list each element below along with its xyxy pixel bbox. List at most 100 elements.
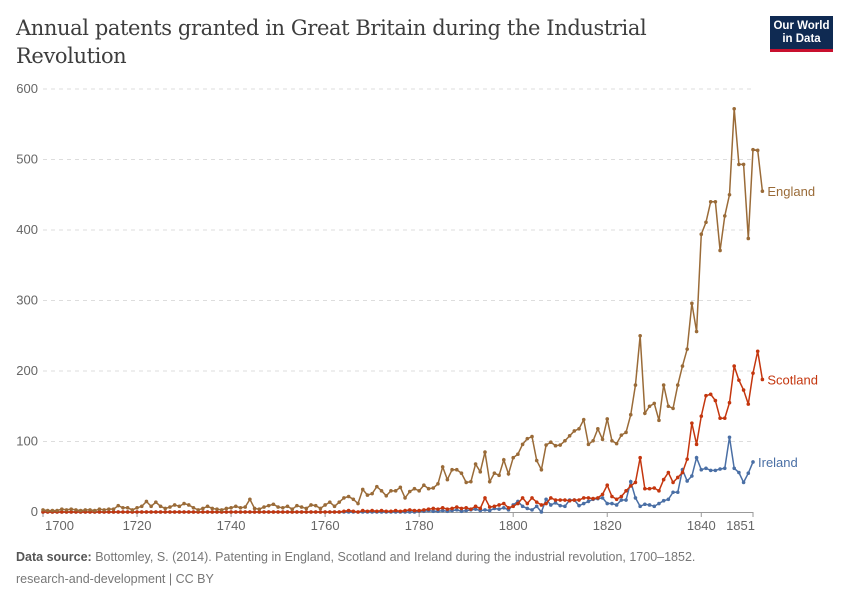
scotland-point: [389, 509, 393, 513]
england-point: [366, 493, 370, 497]
scotland-point: [558, 498, 562, 502]
scotland-point: [699, 414, 703, 418]
ireland-point: [751, 460, 755, 464]
scotland-point: [742, 388, 746, 392]
scotland-point: [516, 502, 520, 506]
scotland-point: [756, 349, 760, 353]
england-point: [51, 509, 55, 513]
england-point: [413, 487, 417, 491]
england-point: [558, 443, 562, 447]
england-point: [469, 480, 473, 484]
ireland-point: [634, 496, 638, 500]
ireland-point: [587, 500, 591, 504]
scotland-point: [323, 510, 327, 514]
england-point: [474, 462, 478, 466]
scotland-point: [149, 510, 153, 514]
scotland-point: [262, 510, 266, 514]
scotland-point: [201, 510, 205, 514]
scotland-point: [286, 510, 290, 514]
england-point: [652, 402, 656, 406]
england-point: [225, 507, 229, 511]
england-point: [60, 507, 64, 511]
england-point: [375, 485, 379, 489]
scotland-point: [464, 506, 468, 510]
england-point: [723, 214, 727, 218]
footer: Data source: Bottomley, S. (2014). Paten…: [16, 546, 695, 590]
england-point: [526, 437, 530, 441]
england-point: [685, 347, 689, 351]
england-point: [333, 505, 337, 509]
ireland-point: [690, 474, 694, 478]
ireland-point: [540, 510, 544, 514]
scotland-point: [638, 456, 642, 460]
scotland-point: [629, 484, 633, 488]
scotland-point: [549, 496, 553, 500]
england-point: [342, 496, 346, 500]
scotland-point: [544, 502, 548, 506]
england-point: [394, 489, 398, 493]
england-point: [511, 456, 515, 460]
england-point: [751, 148, 755, 152]
scotland-point: [248, 510, 252, 514]
ireland-point: [648, 503, 652, 507]
scotland-point: [610, 495, 614, 499]
x-tick-label: 1700: [45, 518, 74, 533]
scotland-point: [615, 498, 619, 502]
scotland-point: [145, 510, 149, 514]
england-point: [591, 439, 595, 443]
england-point: [417, 489, 421, 493]
england-point: [107, 507, 111, 511]
x-tick-label: 1851: [726, 518, 755, 533]
england-point: [286, 505, 290, 509]
scotland-point: [667, 471, 671, 475]
scotland-point: [746, 402, 750, 406]
england-point: [554, 444, 558, 448]
england-point: [201, 507, 205, 511]
england-point: [497, 474, 501, 478]
england-point: [714, 200, 718, 204]
england-point: [352, 498, 356, 502]
scotland-point: [281, 510, 285, 514]
england-point: [756, 149, 760, 153]
ireland-point: [624, 498, 628, 502]
england-point: [699, 232, 703, 236]
scotland-point: [384, 509, 388, 513]
england-label: England: [767, 184, 815, 199]
scotland-point: [403, 509, 407, 513]
ireland-point: [601, 496, 605, 500]
scotland-point: [478, 507, 482, 511]
england-point: [88, 508, 92, 512]
england-point: [662, 383, 666, 387]
ireland-point: [714, 469, 718, 473]
scotland-point: [243, 510, 247, 514]
scotland-point: [648, 487, 652, 491]
england-point: [319, 507, 323, 511]
england-point: [69, 507, 73, 511]
england-point: [55, 509, 59, 513]
scotland-point: [126, 510, 130, 514]
scotland-point: [427, 507, 431, 511]
ireland-point: [671, 490, 675, 494]
england-point: [380, 489, 384, 493]
scotland-point: [328, 510, 332, 514]
ireland-point: [652, 505, 656, 509]
england-point: [41, 508, 45, 512]
ireland-point: [483, 508, 487, 512]
england-point: [737, 163, 741, 167]
scotland-point: [455, 505, 459, 509]
england-point: [577, 427, 581, 431]
scotland-point: [714, 399, 718, 403]
ireland-point: [709, 469, 713, 473]
ireland-point: [746, 471, 750, 475]
scotland-point: [121, 510, 125, 514]
scotland-point: [337, 510, 341, 514]
england-point: [74, 508, 78, 512]
england-point: [276, 505, 280, 509]
source-label: Data source:: [16, 550, 92, 564]
scotland-point: [681, 471, 685, 475]
ireland-point: [704, 466, 708, 470]
scotland-point: [441, 506, 445, 510]
england-point: [253, 507, 257, 511]
y-tick-label: 200: [16, 363, 38, 378]
ireland-point: [662, 499, 666, 503]
